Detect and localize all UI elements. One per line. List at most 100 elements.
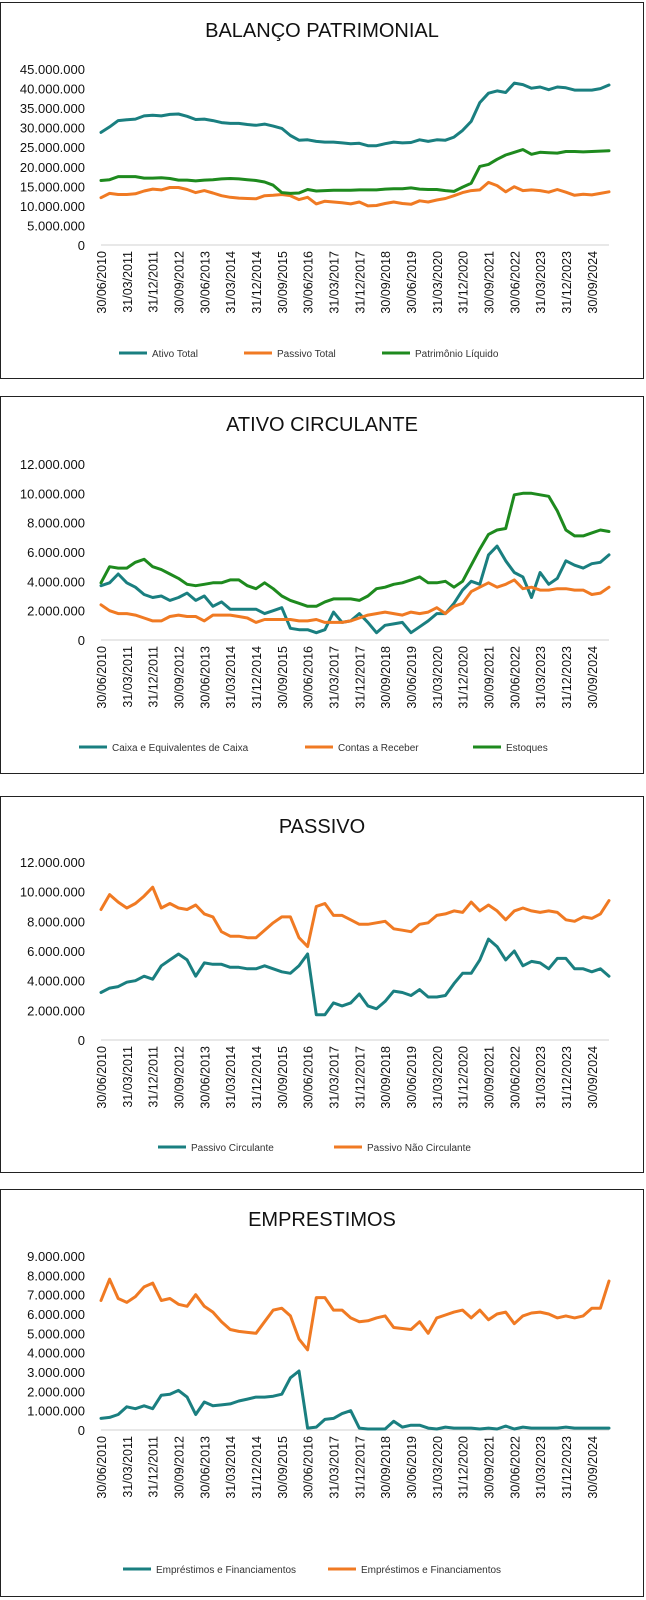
y-tick-label: 15.000.000 — [20, 179, 85, 194]
y-tick-label: 0 — [78, 1423, 85, 1438]
x-tick-label: 30/06/2022 — [508, 646, 522, 709]
y-tick-label: 4.000.000 — [27, 974, 85, 989]
x-tick-label: 30/06/2010 — [95, 1046, 109, 1109]
x-tick-label: 31/03/2023 — [534, 1046, 548, 1109]
x-tick-label: 30/06/2019 — [405, 1436, 419, 1499]
y-tick-label: 4.000.000 — [27, 574, 85, 589]
chart-panel-emprestimos: EMPRESTIMOS 0 1.000.000 2.000.000 3.000.000 4… — [0, 1189, 644, 1597]
x-tick-label: 31/12/2023 — [560, 251, 574, 314]
x-tick-label: 31/12/2014 — [250, 646, 264, 709]
y-tick-label: 2.000.000 — [27, 1003, 85, 1018]
legend-label: Passivo Circulante — [191, 1143, 274, 1154]
x-tick-label: 30/09/2012 — [172, 251, 186, 314]
x-tick-label: 30/06/2022 — [508, 1046, 522, 1109]
x-tick-label: 31/12/2014 — [250, 251, 264, 314]
y-tick-label: 8.000.000 — [27, 914, 85, 929]
x-tick-label: 31/03/2023 — [534, 1436, 548, 1499]
series-line-emprestimos-1 — [99, 1277, 611, 1352]
y-tick-label: 8.000.000 — [27, 516, 85, 531]
y-tick-label: 40.000.000 — [20, 82, 85, 97]
y-tick-label: 5.000.000 — [27, 218, 85, 233]
chart-svg-emprestimos: EMPRESTIMOS 0 1.000.000 2.000.000 3.000.000 4… — [27, 1209, 611, 1576]
series-line-balanco-2 — [99, 148, 611, 195]
y-tick-label: 45.000.000 — [20, 62, 85, 77]
y-tick-label: 1.000.000 — [27, 1404, 85, 1419]
x-tick-label: 30/09/2015 — [276, 251, 290, 314]
x-tick-label: 31/12/2011 — [147, 1436, 161, 1498]
series-line-ativo-circulante-1 — [99, 578, 611, 624]
x-tick-label: 31/12/2011 — [147, 646, 161, 708]
y-tick-label: 12.000.000 — [20, 457, 85, 472]
x-tick-label: 31/03/2014 — [224, 251, 238, 314]
x-tick-label: 31/12/2020 — [457, 251, 471, 314]
x-tick-label: 30/09/2024 — [586, 251, 600, 314]
y-tick-label: 12.000.000 — [20, 855, 85, 870]
legend-label: Passivo Não Circulante — [367, 1143, 471, 1154]
x-tick-label: 31/12/2023 — [560, 1436, 574, 1499]
x-tick-label: 30/06/2016 — [302, 646, 316, 709]
y-tick-label: 7.000.000 — [27, 1288, 85, 1303]
y-tick-label: 35.000.000 — [20, 101, 85, 116]
x-tick-label: 30/09/2021 — [482, 1046, 496, 1109]
x-tick-label: 31/03/2020 — [431, 646, 445, 709]
x-tick-label: 30/06/2010 — [95, 251, 109, 314]
x-tick-label: 31/12/2020 — [457, 646, 471, 709]
series-line-emprestimos-0 — [99, 1369, 611, 1431]
x-tick-label: 30/06/2019 — [405, 1046, 419, 1109]
chart-title-balanco: BALANÇO PATRIMONIAL — [205, 20, 439, 42]
x-tick-label: 30/06/2019 — [405, 251, 419, 314]
legend-label: Ativo Total — [152, 349, 198, 360]
chart-panel-passivo: PASSIVO 0 2.000.000 4.000.000 6.000.000 8.000… — [0, 796, 644, 1173]
y-tick-label: 0 — [78, 633, 85, 648]
x-tick-label: 30/06/2010 — [95, 1436, 109, 1499]
x-tick-label: 30/06/2022 — [508, 251, 522, 314]
y-tick-label: 4.000.000 — [27, 1346, 85, 1361]
x-tick-label: 31/03/2014 — [224, 646, 238, 709]
x-tick-label: 30/06/2013 — [198, 1436, 212, 1499]
x-tick-label: 31/12/2014 — [250, 1046, 264, 1109]
x-tick-label: 31/03/2020 — [431, 1436, 445, 1499]
x-tick-label: 31/03/2020 — [431, 1046, 445, 1109]
x-tick-label: 30/09/2018 — [379, 646, 393, 709]
legend-label: Patrimônio Líquido — [415, 349, 499, 360]
x-tick-label: 30/09/2021 — [482, 1436, 496, 1499]
x-tick-label: 30/06/2010 — [95, 646, 109, 709]
chart-svg-ativo-circulante: ATIVO CIRCULANTE 0 2.000.000 4.000.000 6.000… — [20, 414, 611, 754]
y-tick-label: 6.000.000 — [27, 545, 85, 560]
y-tick-label: 10.000.000 — [20, 486, 85, 501]
x-tick-label: 30/09/2015 — [276, 1436, 290, 1499]
y-tick-label: 6.000.000 — [27, 944, 85, 959]
x-tick-label: 31/03/2011 — [121, 1436, 135, 1498]
series-line-ativo-circulante-0 — [99, 544, 611, 635]
series-line-balanco-0 — [99, 81, 611, 148]
x-tick-label: 31/12/2017 — [353, 1436, 367, 1499]
x-tick-label: 31/03/2014 — [224, 1436, 238, 1499]
x-tick-label: 30/09/2012 — [172, 1436, 186, 1499]
chart-title-passivo: PASSIVO — [279, 816, 365, 838]
x-tick-label: 31/03/2011 — [121, 1046, 135, 1108]
x-tick-label: 31/12/2017 — [353, 251, 367, 314]
y-tick-label: 3.000.000 — [27, 1365, 85, 1380]
x-tick-label: 30/06/2016 — [302, 251, 316, 314]
x-tick-label: 31/03/2023 — [534, 646, 548, 709]
y-tick-label: 5.000.000 — [27, 1326, 85, 1341]
x-tick-label: 30/06/2013 — [198, 1046, 212, 1109]
chart-title-emprestimos: EMPRESTIMOS — [248, 1209, 396, 1231]
y-tick-label: 10.000.000 — [20, 199, 85, 214]
x-tick-label: 31/03/2020 — [431, 251, 445, 314]
x-tick-label: 30/06/2022 — [508, 1436, 522, 1499]
chart-svg-balanco: BALANÇO PATRIMONIAL 0 5.000.000 10.000.000 1… — [20, 20, 611, 360]
chart-svg-passivo: PASSIVO 0 2.000.000 4.000.000 6.000.000 8.000… — [20, 816, 611, 1154]
legend-label: Contas a Receber — [338, 743, 419, 754]
x-tick-label: 30/09/2021 — [482, 646, 496, 709]
y-tick-label: 25.000.000 — [20, 140, 85, 155]
x-tick-label: 30/09/2024 — [586, 1436, 600, 1499]
series-line-ativo-circulante-2 — [99, 491, 611, 608]
y-tick-label: 20.000.000 — [20, 160, 85, 175]
legend-label: Empréstimos e Financiamentos — [361, 1565, 501, 1576]
x-tick-label: 31/12/2017 — [353, 1046, 367, 1109]
y-tick-label: 2.000.000 — [27, 1384, 85, 1399]
x-tick-label: 31/12/2011 — [147, 251, 161, 313]
x-tick-label: 31/12/2023 — [560, 646, 574, 709]
x-tick-label: 30/06/2016 — [302, 1046, 316, 1109]
